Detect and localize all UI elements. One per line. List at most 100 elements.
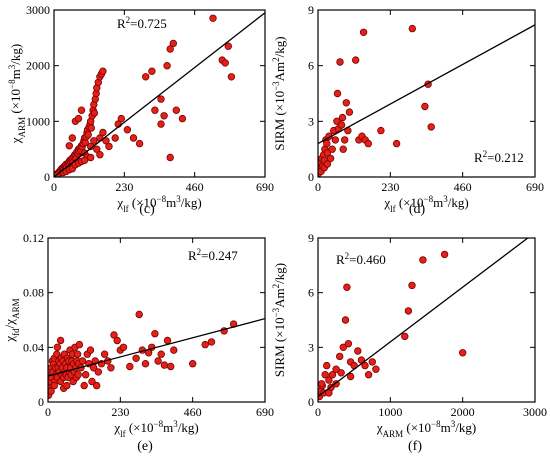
label-symbol: χ <box>376 420 383 435</box>
data-point <box>404 307 413 315</box>
x-tick-label: 3000 <box>523 405 547 419</box>
y-tick-label: 0.08 <box>23 286 44 300</box>
data-point <box>166 153 174 162</box>
data-point <box>53 343 62 351</box>
data-point <box>346 372 355 381</box>
data-point <box>345 108 354 116</box>
data-point <box>323 361 331 370</box>
data-point <box>74 114 83 123</box>
data-point <box>337 121 346 129</box>
data-point <box>77 106 86 114</box>
y-tick-label: 3 <box>308 114 314 128</box>
data-point <box>377 126 385 135</box>
data-point <box>325 389 333 397</box>
data-point <box>321 371 329 379</box>
x-tick-label: 460 <box>184 405 202 419</box>
data-point <box>160 112 168 120</box>
data-point <box>135 139 144 148</box>
regression-line <box>54 12 265 177</box>
data-point <box>157 350 165 358</box>
data-point <box>93 145 101 153</box>
y-tick-label: 9 <box>308 3 314 17</box>
data-point <box>102 137 110 145</box>
panel-label: (d) <box>409 202 426 217</box>
data-point <box>323 149 332 157</box>
data-point <box>401 332 409 341</box>
x-tick-label: 230 <box>115 180 133 194</box>
data-point <box>68 134 76 142</box>
data-point <box>119 343 128 351</box>
data-point <box>333 89 342 98</box>
r2-annotation: R2=0.247 <box>188 247 238 263</box>
data-point <box>148 67 156 75</box>
data-point <box>331 136 339 144</box>
data-point <box>328 145 336 153</box>
data-point <box>336 58 344 66</box>
data-point <box>368 358 376 366</box>
x-tick-label: 2000 <box>451 405 475 419</box>
data-point <box>163 336 172 345</box>
regression-line <box>318 238 529 398</box>
y-tick-label: 0 <box>38 395 44 409</box>
y-tick-label: 6 <box>308 59 314 73</box>
y-tick-label: 3000 <box>26 3 50 17</box>
data-point <box>87 124 95 132</box>
data-point <box>166 362 175 371</box>
x-tick-label: 690 <box>526 180 544 194</box>
data-point <box>90 137 98 145</box>
x-axis-label: χARM (×10−8m3/kg) <box>376 419 476 439</box>
data-point <box>364 371 373 379</box>
data-point <box>110 331 118 339</box>
x-tick-label: 0 <box>315 180 321 194</box>
data-point <box>157 120 165 128</box>
y-tick-label: 9 <box>308 231 314 245</box>
plot-frame <box>317 9 536 178</box>
label-symbol: χ <box>8 137 23 144</box>
data-point <box>99 67 107 75</box>
data-point <box>157 95 165 103</box>
plot-frame <box>317 237 536 403</box>
x-tick-label: 0 <box>51 180 57 194</box>
data-point <box>364 139 372 148</box>
data-point <box>123 125 132 134</box>
data-point <box>188 360 197 368</box>
label-symbol: χ <box>383 195 390 210</box>
data-point <box>160 361 169 369</box>
data-point <box>419 256 427 264</box>
data-point <box>99 128 107 137</box>
data-point <box>154 357 162 365</box>
data-point <box>427 123 435 131</box>
data-point <box>342 99 350 107</box>
plot-frame <box>47 237 266 403</box>
data-point <box>100 350 109 358</box>
label-symbol: χ <box>116 195 123 210</box>
data-point <box>88 377 96 386</box>
data-point <box>344 340 353 348</box>
data-point <box>354 347 362 355</box>
data-point <box>221 59 229 67</box>
data-point <box>178 114 187 123</box>
y-tick-label: 1000 <box>26 114 50 128</box>
data-point <box>323 160 332 168</box>
data-point <box>129 134 138 142</box>
data-point <box>141 360 150 368</box>
x-tick-label: 460 <box>454 180 472 194</box>
y-axis-label: χfd/χARM <box>2 298 21 342</box>
y-tick-label: 0 <box>308 170 314 184</box>
data-point <box>343 283 351 291</box>
x-tick-label: 690 <box>256 180 274 194</box>
data-point <box>227 73 236 81</box>
data-point <box>361 361 369 370</box>
scatter-points <box>48 310 238 399</box>
data-point <box>135 310 143 319</box>
data-point <box>48 387 55 395</box>
r2-annotation: R2=0.212 <box>474 149 524 165</box>
panel-label: (c) <box>139 202 155 217</box>
data-point <box>141 73 150 81</box>
data-point <box>90 109 99 117</box>
data-point <box>318 380 326 388</box>
scatter-points <box>318 250 467 401</box>
data-point <box>92 381 101 390</box>
data-point <box>341 136 349 144</box>
data-point <box>169 39 177 48</box>
